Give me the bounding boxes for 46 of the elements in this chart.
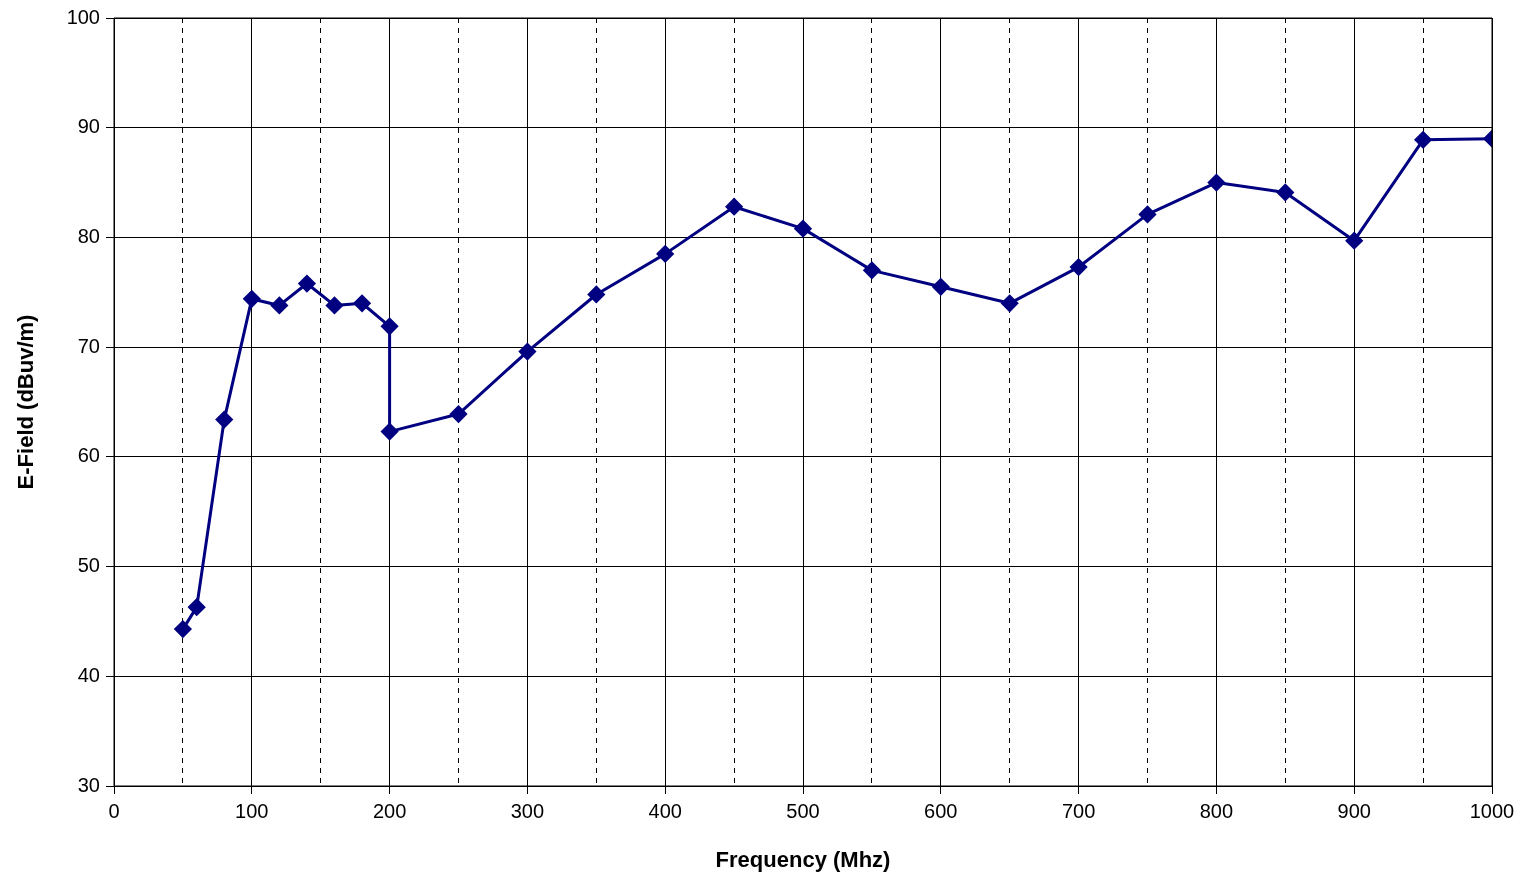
x-tick-label: 400 bbox=[648, 799, 682, 822]
point bbox=[1345, 232, 1363, 250]
point bbox=[1001, 294, 1019, 312]
y-tick-label: 70 bbox=[77, 334, 100, 357]
x-tick-label: 600 bbox=[924, 799, 958, 822]
point bbox=[298, 275, 316, 293]
point bbox=[518, 343, 536, 361]
x-tick-label: 100 bbox=[235, 799, 269, 822]
x-tick-label: 300 bbox=[510, 799, 545, 822]
point bbox=[794, 220, 812, 238]
point bbox=[270, 296, 288, 314]
point bbox=[725, 198, 743, 216]
point bbox=[215, 411, 233, 429]
x-tick-label: 0 bbox=[108, 799, 120, 822]
point bbox=[381, 423, 399, 441]
point bbox=[325, 296, 343, 314]
point bbox=[1207, 174, 1225, 192]
y-tick-label: 80 bbox=[77, 224, 100, 247]
point bbox=[932, 278, 950, 296]
point bbox=[174, 620, 192, 638]
x-tick-label: 900 bbox=[1337, 799, 1371, 822]
x-tick-label: 1000 bbox=[1469, 799, 1515, 822]
point bbox=[188, 598, 206, 616]
point bbox=[1070, 258, 1088, 276]
point bbox=[381, 317, 399, 335]
y-axis-title: E-Field (dBuv/m) bbox=[13, 314, 39, 490]
point bbox=[353, 294, 371, 312]
y-tick-label: 60 bbox=[77, 444, 100, 467]
point bbox=[450, 405, 467, 423]
y-tick-label: 30 bbox=[77, 773, 100, 796]
x-tick-label: 500 bbox=[786, 799, 820, 822]
y-tick-label: 100 bbox=[66, 5, 100, 28]
x-axis-title: Frequency (Mhz) bbox=[715, 846, 891, 872]
point bbox=[656, 245, 674, 263]
y-tick-label: 90 bbox=[77, 115, 100, 138]
point bbox=[1414, 131, 1432, 149]
y-tick-label: 40 bbox=[77, 663, 100, 686]
point bbox=[863, 261, 881, 279]
point bbox=[1276, 183, 1294, 201]
x-tick-label: 700 bbox=[1061, 799, 1096, 822]
point bbox=[1139, 205, 1156, 223]
point bbox=[243, 290, 261, 308]
y-tick-label: 50 bbox=[77, 554, 100, 577]
x-tick-label: 200 bbox=[372, 799, 407, 822]
point bbox=[587, 285, 605, 303]
x-tick-label: 800 bbox=[1199, 799, 1234, 822]
